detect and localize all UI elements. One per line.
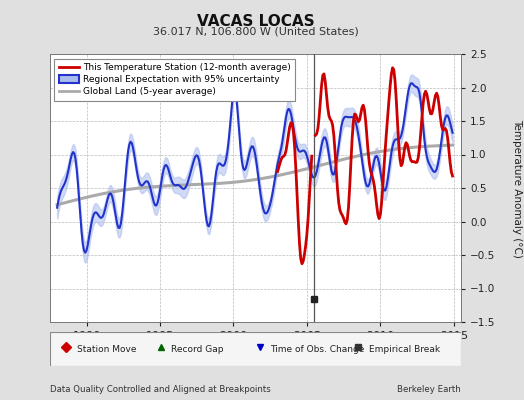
FancyBboxPatch shape [50, 332, 461, 366]
Text: Empirical Break: Empirical Break [368, 344, 440, 354]
Text: VACAS LOCAS: VACAS LOCAS [196, 14, 314, 29]
Text: Data Quality Controlled and Aligned at Breakpoints: Data Quality Controlled and Aligned at B… [50, 385, 270, 394]
Text: Berkeley Earth: Berkeley Earth [397, 385, 461, 394]
Text: Record Gap: Record Gap [171, 344, 224, 354]
Text: Station Move: Station Move [77, 344, 136, 354]
Legend: This Temperature Station (12-month average), Regional Expectation with 95% uncer: This Temperature Station (12-month avera… [54, 58, 296, 101]
Y-axis label: Temperature Anomaly (°C): Temperature Anomaly (°C) [512, 118, 522, 258]
Text: Time of Obs. Change: Time of Obs. Change [270, 344, 364, 354]
Text: 36.017 N, 106.800 W (United States): 36.017 N, 106.800 W (United States) [152, 26, 358, 36]
